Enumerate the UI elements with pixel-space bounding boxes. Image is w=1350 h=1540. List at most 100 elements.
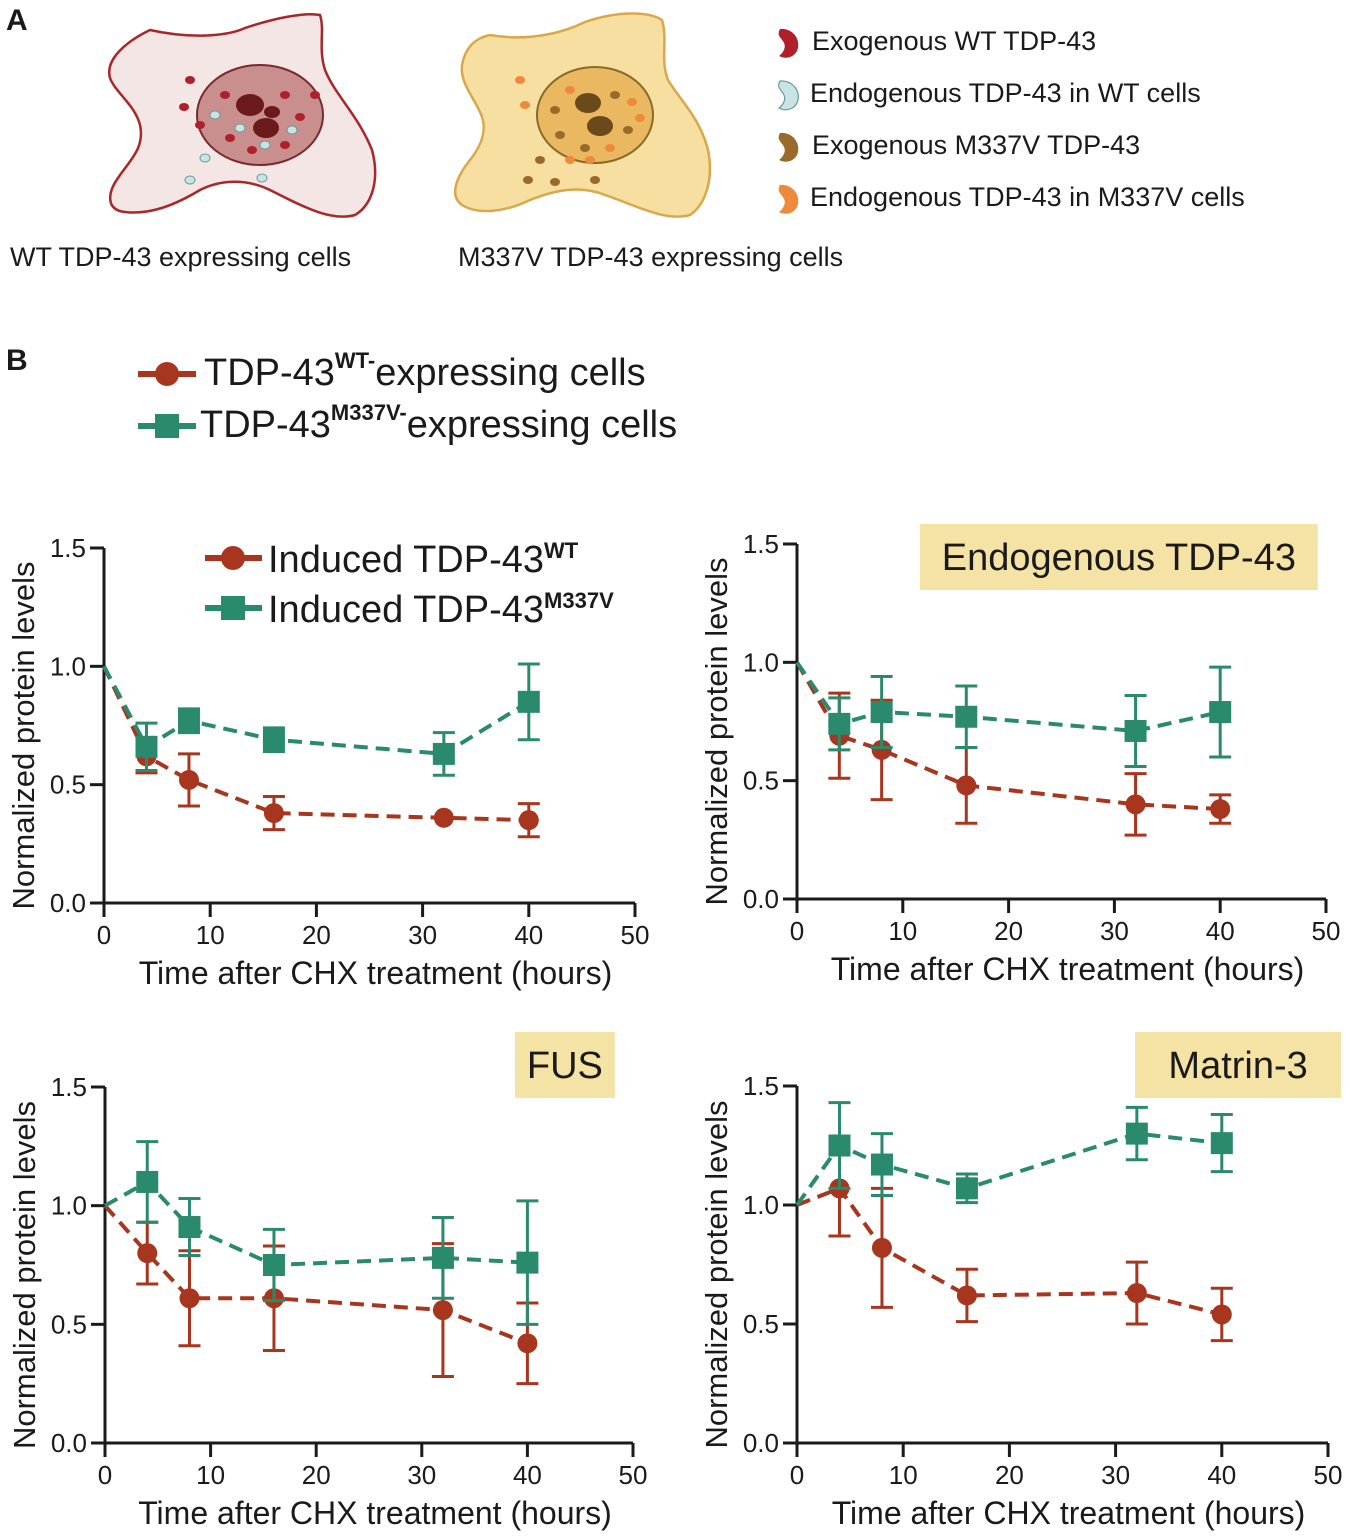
x-axis-label: Time after CHX treatment (hours) <box>831 951 1305 987</box>
legend-label: Induced TDP-43WT <box>268 538 579 581</box>
protein-dot <box>247 146 257 154</box>
protein-dot <box>610 91 620 99</box>
chart-endogenous-tdp43: Endogenous TDP-43 0.0 0.5 1.0 1.5 0 10 20 30 40 50… <box>699 524 1340 987</box>
x-tick-label: 50 <box>621 920 650 950</box>
legend-label: Exogenous M337V TDP-43 <box>812 130 1141 160</box>
x-tick-label: 50 <box>619 1460 648 1490</box>
protein-dot <box>185 76 195 84</box>
chart-title: Endogenous TDP-43 <box>942 537 1296 579</box>
series-line <box>796 1185 1223 1317</box>
y-tick-label: 1.5 <box>743 1071 779 1101</box>
protein-dot <box>535 156 545 164</box>
protein-dot <box>590 176 600 184</box>
x-tick-label: 40 <box>514 920 543 950</box>
series-line <box>103 1204 529 1346</box>
legend-label: Exogenous WT TDP-43 <box>812 26 1097 56</box>
wt-nucleolus <box>264 106 280 118</box>
panel-b-letter: B <box>6 344 28 377</box>
wt-nucleolus <box>236 94 264 116</box>
protein-dot <box>555 131 565 139</box>
legend-label: Endogenous TDP-43 in WT cells <box>810 78 1201 108</box>
title-box <box>1135 1032 1342 1098</box>
data-point <box>828 1134 851 1157</box>
protein-dot <box>280 91 290 99</box>
y-tick-label: 1.5 <box>50 533 86 563</box>
wt-nucleolus <box>253 118 279 138</box>
data-point <box>870 701 893 724</box>
y-tick-label: 0.0 <box>743 884 779 914</box>
m337v-cell-illustration <box>453 12 712 218</box>
cell-illustrations <box>107 12 712 218</box>
data-point <box>263 803 284 824</box>
protein-dot <box>220 91 230 99</box>
m337v-nucleolus <box>587 116 613 136</box>
y-tick-label: 1.0 <box>50 651 86 681</box>
y-tick-label: 0.5 <box>51 1309 87 1339</box>
wt-protein-dots <box>179 76 320 185</box>
series-wt <box>796 1139 1233 1343</box>
y-tick-label: 0.0 <box>50 888 86 918</box>
series-wt <box>103 1204 539 1386</box>
chart-matrin3: Matrin-3 0.0 0.5 1.0 1.5 0 10 20 30 40 50 Time afte… <box>699 1032 1343 1531</box>
protein-dot <box>515 76 525 84</box>
data-point <box>956 775 977 796</box>
series-m337v <box>795 1101 1233 1207</box>
x-tick-label: 0 <box>97 920 111 950</box>
legend-label: TDP-43WT-expressing cells <box>204 348 646 395</box>
legend-prefix: TDP-43 <box>200 404 331 446</box>
protein-dot <box>565 156 575 164</box>
y-tick-label: 1.0 <box>743 1190 779 1220</box>
protein-dot <box>256 173 268 183</box>
legend-suffix: expressing cells <box>406 404 678 446</box>
legend-marker <box>221 546 245 570</box>
m337v-nucleolus <box>575 93 601 113</box>
legend-prefix: Induced TDP-43 <box>268 589 544 631</box>
data-point <box>517 1333 538 1354</box>
x-tick-label: 50 <box>1314 1460 1343 1490</box>
data-point <box>828 712 851 735</box>
data-point <box>956 1285 977 1306</box>
x-tick-label: 40 <box>1206 916 1235 946</box>
x-tick-label: 10 <box>889 1460 918 1490</box>
chart-title: FUS <box>527 1045 603 1087</box>
x-tick-label: 30 <box>407 1460 436 1490</box>
m337v-nucleus <box>536 66 654 164</box>
x-tick-label: 40 <box>513 1460 542 1490</box>
title-box <box>515 1032 615 1098</box>
protein-dot <box>550 106 560 114</box>
protein-dot <box>580 144 590 152</box>
data-point <box>262 1254 285 1276</box>
y-axis-label: Normalized protein levels <box>699 1100 734 1448</box>
chart-title: Matrin-3 <box>1168 1045 1307 1087</box>
protein-dot <box>565 86 575 94</box>
square-marker-icon <box>138 414 196 438</box>
y-tick-label: 1.5 <box>51 1072 87 1102</box>
protein-dot <box>184 175 196 185</box>
protein-dot <box>199 153 211 163</box>
protein-dot <box>195 121 205 129</box>
chart-legend-item: Induced TDP-43WT <box>205 538 579 581</box>
data-point <box>1125 1122 1148 1145</box>
m337v-cell-caption: M337V TDP-43 expressing cells <box>458 242 844 272</box>
data-point <box>1124 719 1147 742</box>
x-tick-label: 20 <box>302 920 331 950</box>
protein-dot <box>623 126 633 134</box>
x-tick-label: 0 <box>98 1460 112 1490</box>
y-axis-label: Normalized protein levels <box>699 557 734 905</box>
protein-swatch-icon <box>778 132 799 162</box>
series-m337v <box>102 662 540 777</box>
data-point <box>516 1251 539 1274</box>
series-line <box>102 665 529 823</box>
data-point <box>431 1246 454 1269</box>
y-tick-label: 0.5 <box>50 770 86 800</box>
x-tick-label: 0 <box>790 916 804 946</box>
series-line <box>795 661 1221 812</box>
circle-marker-icon <box>138 362 196 386</box>
protein-dot <box>627 98 637 106</box>
protein-dot <box>234 123 246 133</box>
y-tick-label: 1.5 <box>743 529 779 559</box>
data-point <box>179 1288 200 1309</box>
m337v-protein-dots <box>515 76 645 186</box>
y-tick-label: 0.5 <box>743 766 779 796</box>
protein-dot <box>520 101 530 109</box>
